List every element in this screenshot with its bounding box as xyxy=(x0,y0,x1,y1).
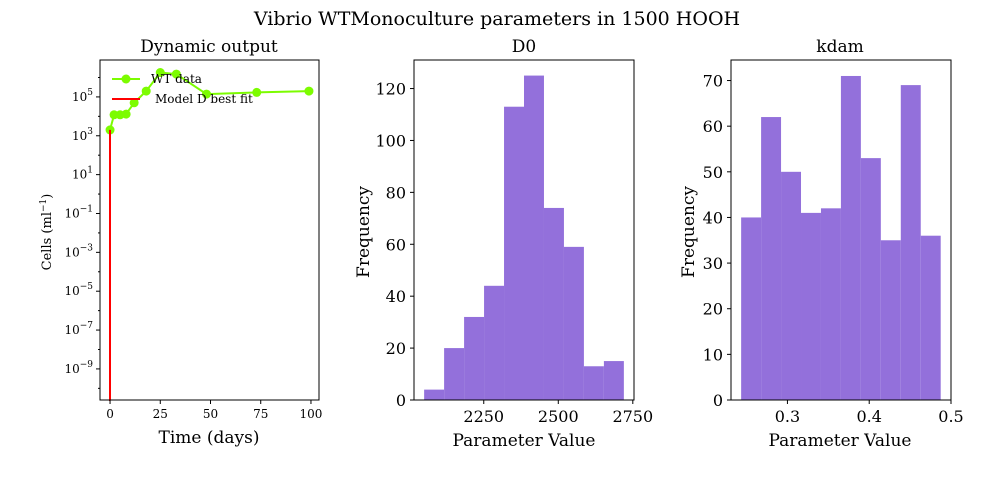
x-tick-label: 100 xyxy=(300,407,323,421)
dynamic-output-title: Dynamic output xyxy=(140,37,278,57)
x-tick-label: 25 xyxy=(153,407,168,421)
wt-data-point xyxy=(304,86,314,96)
y-tick-label: 80 xyxy=(386,183,406,202)
d0-x-axis: 2250 2500 2750 xyxy=(463,400,653,426)
legend-wt-data-label: WT data xyxy=(151,72,202,86)
d0-plot-area xyxy=(413,59,635,401)
histogram-bar xyxy=(444,348,465,400)
y-tick-label: 50 xyxy=(703,163,723,182)
histogram-bar xyxy=(900,85,921,400)
x-tick-label: 2500 xyxy=(538,407,579,426)
dynamic-output-plot-area xyxy=(99,59,320,401)
y-tick-label: 10−5 xyxy=(64,282,93,298)
histogram-bar xyxy=(801,212,821,400)
y-tick-label: 10−9 xyxy=(64,360,93,376)
y-tick-label: 0 xyxy=(396,391,406,410)
histogram-frame xyxy=(730,59,952,401)
dynamic-output-panel: Dynamic output 0 25 50 75 100 10−910−710−510… xyxy=(39,37,322,448)
dynamic-output-legend: WT data Model D best fit xyxy=(112,72,253,106)
y-tick-label: 10−7 xyxy=(64,321,93,337)
kdam-y-axis: 0 10 20 30 40 50 60 70 xyxy=(703,72,731,410)
kdam-x-label: Parameter Value xyxy=(769,431,912,451)
y-tick-label: 105 xyxy=(72,88,93,104)
legend-wt-data-marker xyxy=(121,74,131,84)
x-tick-label: 0.3 xyxy=(775,407,800,426)
y-tick-label: 101 xyxy=(72,166,93,182)
y-tick-label: 30 xyxy=(703,254,723,273)
y-tick-label: 103 xyxy=(72,127,93,143)
kdam-plot-area xyxy=(730,59,952,401)
y-tick-label: 10−1 xyxy=(64,204,93,220)
histogram-bar xyxy=(543,207,564,400)
d0-panel: D0 2250 2500 2750 0 20 40 60 80 100 120 Paramete… xyxy=(354,37,653,451)
wt-data-point xyxy=(171,69,181,79)
histogram-bar xyxy=(781,171,802,400)
histogram-bar xyxy=(464,316,485,400)
y-tick-label: 40 xyxy=(386,287,406,306)
histogram-bar xyxy=(524,75,544,401)
kdam-title: kdam xyxy=(816,37,863,57)
histogram-bar xyxy=(840,75,861,401)
histogram-bar xyxy=(504,106,524,400)
x-tick-label: 0 xyxy=(106,407,114,421)
series-model-fit-line xyxy=(109,129,111,401)
y-tick-label: 120 xyxy=(375,80,406,99)
y-tick-label: 10 xyxy=(703,345,723,364)
x-tick-label: 2250 xyxy=(463,407,504,426)
histogram-bar xyxy=(820,208,841,400)
kdam-panel: kdam 0.3 0.4 0.5 0 10 20 30 40 50 60 70 Parameter… xyxy=(679,37,964,451)
wt-data-point xyxy=(141,86,151,96)
y-tick-label: 70 xyxy=(703,72,723,91)
dynamic-output-frame xyxy=(99,59,320,401)
dynamic-output-x-label: Time (days) xyxy=(159,428,260,448)
kdam-x-axis: 0.3 0.4 0.5 xyxy=(775,400,964,426)
histogram-bar xyxy=(880,240,901,400)
histogram-bar xyxy=(484,285,505,400)
x-tick-label: 0.4 xyxy=(856,407,881,426)
dynamic-output-y-label: Cells (ml−1) xyxy=(39,194,55,271)
y-tick-label: 20 xyxy=(386,339,406,358)
histogram-bar xyxy=(761,117,782,400)
y-label-main: Cells (ml xyxy=(40,212,55,270)
y-tick-label: 60 xyxy=(386,235,406,254)
d0-x-label: Parameter Value xyxy=(453,431,596,451)
d0-title: D0 xyxy=(512,37,536,57)
histogram-bar xyxy=(860,158,881,400)
y-tick-label: 60 xyxy=(703,117,723,136)
x-tick-label: 75 xyxy=(253,407,268,421)
histogram-bar xyxy=(583,366,604,400)
wt-data-point xyxy=(121,109,131,119)
x-tick-label: 50 xyxy=(203,407,218,421)
y-label-end: ) xyxy=(40,194,55,199)
d0-y-label: Frequency xyxy=(354,186,374,278)
x-tick-label: 2750 xyxy=(612,407,653,426)
d0-y-axis: 0 20 40 60 80 100 120 xyxy=(375,80,414,410)
histogram-bar xyxy=(603,361,624,400)
kdam-y-label: Frequency xyxy=(679,186,699,278)
y-tick-label: 20 xyxy=(703,300,723,319)
legend-model-label: Model D best fit xyxy=(155,92,253,106)
wt-data-point xyxy=(201,89,211,99)
dynamic-output-y-axis: 10−9 10−7 10−5 10−3 10−1 101 103 105 xyxy=(64,76,100,389)
histogram-bar xyxy=(920,235,941,400)
wt-data-point xyxy=(129,98,139,108)
y-tick-label: 0 xyxy=(713,391,723,410)
histogram-bar xyxy=(424,389,445,400)
dynamic-output-x-axis: 0 25 50 75 100 xyxy=(106,400,322,421)
y-tick-label: 10−3 xyxy=(64,243,93,259)
y-tick-label: 100 xyxy=(375,131,406,150)
x-tick-label: 0.5 xyxy=(938,407,963,426)
y-tick-label: 40 xyxy=(703,208,723,227)
histogram-frame xyxy=(413,59,635,401)
wt-data-point xyxy=(252,87,262,97)
y-label-superscript: −1 xyxy=(39,199,49,212)
histogram-bar xyxy=(741,217,762,400)
figure-suptitle: Vibrio WTMonoculture parameters in 1500 … xyxy=(253,8,740,30)
histogram-bar xyxy=(563,246,584,400)
wt-data-point xyxy=(155,68,165,78)
